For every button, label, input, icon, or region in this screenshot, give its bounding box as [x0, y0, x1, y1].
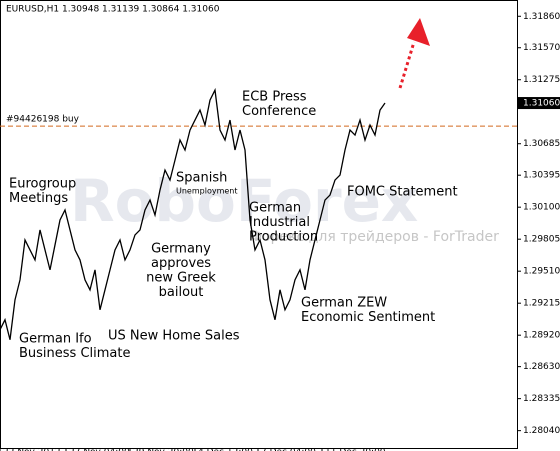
annotation: new Greek: [146, 271, 216, 286]
annotation: German: [249, 201, 301, 216]
annotation: Unemployment: [176, 187, 238, 196]
x-tick-label: 11 Dec 20:00: [325, 448, 386, 451]
plot-frame: [0, 0, 518, 449]
annotation: Spanish: [176, 171, 227, 186]
last-price-box: [517, 97, 560, 110]
y-tick-label: 1.30395: [523, 171, 560, 181]
y-tick-label: 1.31570: [523, 43, 560, 53]
last-price-label: 1.31060: [523, 99, 560, 109]
x-tick-label: 4 Dec 12:00: [198, 448, 253, 451]
chart-title: EURUSD,H1 1.30948 1.31139 1.30864 1.3106…: [6, 5, 220, 15]
x-tick-label: 27 Nov 04:00: [69, 448, 130, 451]
annotation: Production: [249, 230, 318, 245]
y-tick-label: 1.29510: [523, 267, 560, 277]
y-tick-label: 1.28630: [523, 362, 560, 372]
y-tick-label: 1.30685: [523, 139, 560, 149]
y-tick-label: 1.28920: [523, 331, 560, 341]
annotation: approves: [151, 256, 211, 271]
order-label: #94426198 buy: [6, 115, 80, 125]
annotation: ECB Press: [242, 90, 307, 105]
annotation: Eurogroup: [9, 177, 76, 192]
annotation: bailout: [159, 285, 204, 300]
y-tick-label: 1.31275: [523, 75, 560, 85]
arrow-head: [407, 18, 430, 46]
y-tick-label: 1.28040: [523, 426, 560, 436]
y-tick-label: 1.29215: [523, 299, 560, 309]
x-tick-label: 29 Nov 20:00: [133, 448, 194, 451]
annotation: US New Home Sales: [108, 329, 240, 344]
y-tick-label: 1.30100: [523, 203, 560, 213]
price-line: [0, 87, 386, 340]
annotation: Business Climate: [19, 346, 130, 361]
watermark: RoboForex: [70, 167, 418, 235]
y-tick-label: 1.31860: [523, 12, 560, 22]
annotation: German ZEW: [301, 296, 387, 311]
x-tick-label: 7 Dec 04:00: [261, 448, 316, 451]
arrow-shaft: [398, 41, 416, 89]
annotation: Meetings: [9, 191, 68, 206]
annotation: Economic Sentiment: [301, 310, 435, 325]
annotation: Industrial: [249, 215, 310, 230]
annotation: German Ifo: [19, 332, 92, 347]
watermark: Форекс для трейдеров - ForTrader: [250, 229, 499, 245]
annotation: Germany: [151, 242, 211, 257]
y-tick-label: 1.29805: [523, 235, 560, 245]
annotation: Conference: [242, 104, 316, 119]
y-tick-label: 1.28335: [523, 394, 560, 404]
x-tick-label: 22 Nov 2012: [3, 448, 61, 451]
annotation: FOMC Statement: [347, 185, 458, 200]
